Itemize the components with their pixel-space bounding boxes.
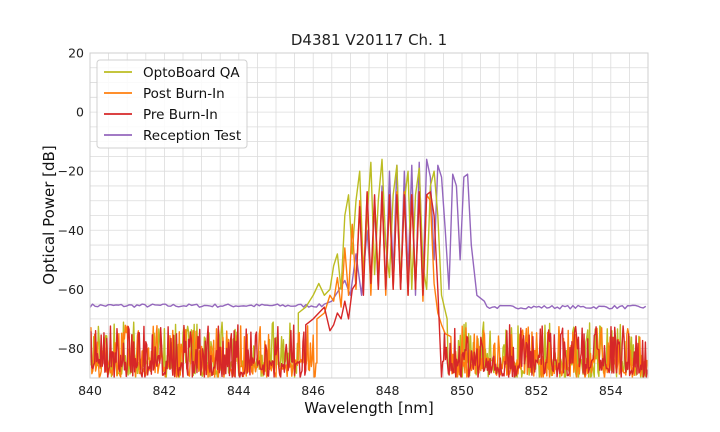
y-axis-title: Optical Power [dB] [40,145,58,284]
x-tick-label: 840 [78,383,102,398]
series-layer [90,158,648,378]
y-tick-label: −60 [58,282,84,297]
legend-label: OptoBoard QA [143,65,240,81]
legend: OptoBoard QA Post Burn-In Pre Burn-In Recep… [96,59,248,149]
y-tick-label: −80 [58,341,84,356]
x-tick-label: 848 [376,383,400,398]
y-tick-labels: 20 0 −20 −40 −60 −80 [58,46,84,356]
legend-label: Pre Burn-In [143,107,218,123]
series-line-reception-test [90,158,647,310]
x-tick-label: 850 [450,383,474,398]
x-tick-label: 852 [524,383,548,398]
y-tick-label: 0 [76,105,84,120]
legend-label: Reception Test [143,128,241,144]
y-tick-label: −40 [58,223,84,238]
legend-box [96,59,248,149]
plot-frame [89,52,649,379]
x-tick-label: 854 [599,383,623,398]
x-axis-title: Wavelength [nm] [304,399,434,417]
chart-title: D4381 V20117 Ch. 1 [291,31,447,49]
y-tick-label: −20 [58,164,84,179]
x-tick-label: 844 [227,383,251,398]
x-tick-label: 846 [301,383,325,398]
x-tick-label: 842 [152,383,176,398]
legend-label: Post Burn-In [143,86,225,102]
x-tick-labels: 840 842 844 846 848 850 852 854 [78,383,623,398]
series-line-pre-burn-in [90,191,648,378]
series-line-optoboard-qa [90,158,648,378]
y-tick-label: 20 [68,46,84,61]
